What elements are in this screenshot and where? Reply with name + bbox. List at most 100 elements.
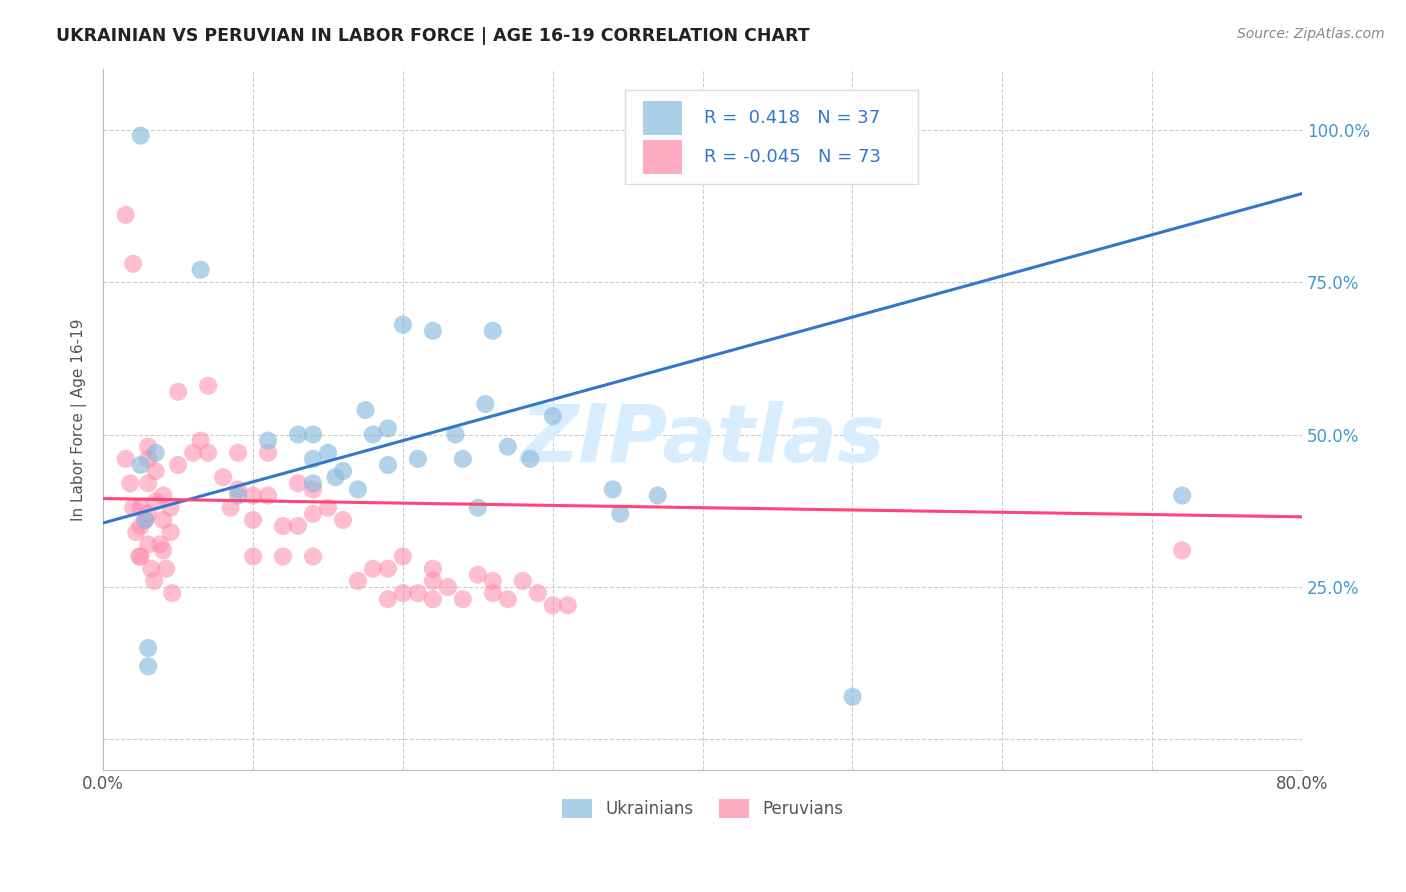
Point	[392, 549, 415, 564]
Point	[302, 427, 325, 442]
Point	[316, 446, 339, 460]
Point	[406, 586, 429, 600]
Point	[451, 451, 474, 466]
FancyBboxPatch shape	[643, 140, 682, 174]
Point	[122, 257, 145, 271]
Point	[120, 476, 142, 491]
Point	[392, 318, 415, 332]
Point	[325, 470, 347, 484]
Point	[271, 519, 294, 533]
Point	[377, 421, 399, 435]
Point	[181, 446, 204, 460]
Text: R = -0.045   N = 73: R = -0.045 N = 73	[704, 148, 880, 166]
Point	[242, 513, 264, 527]
Point	[226, 483, 249, 497]
Point	[302, 476, 325, 491]
Legend: Ukrainians, Peruvians: Ukrainians, Peruvians	[555, 792, 849, 825]
Point	[197, 378, 219, 392]
Point	[114, 451, 136, 466]
Point	[361, 562, 384, 576]
Point	[122, 500, 145, 515]
Point	[347, 574, 370, 588]
Point	[467, 500, 489, 515]
Point	[377, 458, 399, 472]
Point	[354, 403, 377, 417]
Point	[1171, 489, 1194, 503]
Point	[437, 580, 460, 594]
Point	[841, 690, 863, 704]
Text: Source: ZipAtlas.com: Source: ZipAtlas.com	[1237, 27, 1385, 41]
Text: ZIPatlas: ZIPatlas	[520, 401, 886, 479]
Point	[159, 525, 181, 540]
Point	[377, 562, 399, 576]
Point	[422, 562, 444, 576]
Point	[136, 507, 159, 521]
Point	[526, 586, 548, 600]
Point	[609, 507, 631, 521]
Point	[219, 500, 242, 515]
Point	[136, 440, 159, 454]
Point	[302, 451, 325, 466]
Point	[129, 458, 152, 472]
Point	[422, 574, 444, 588]
Point	[226, 489, 249, 503]
FancyBboxPatch shape	[643, 102, 682, 136]
Point	[167, 384, 190, 399]
Point	[242, 489, 264, 503]
Point	[155, 562, 177, 576]
Point	[136, 537, 159, 551]
Y-axis label: In Labor Force | Age 16-19: In Labor Force | Age 16-19	[72, 318, 87, 521]
Point	[134, 513, 156, 527]
Point	[167, 458, 190, 472]
Point	[422, 592, 444, 607]
Point	[257, 434, 280, 448]
Point	[190, 262, 212, 277]
Point	[145, 494, 167, 508]
Point	[145, 464, 167, 478]
Point	[406, 451, 429, 466]
Point	[136, 659, 159, 673]
Point	[557, 599, 579, 613]
Point	[152, 513, 174, 527]
Point	[149, 537, 172, 551]
Point	[347, 483, 370, 497]
Text: R =  0.418   N = 37: R = 0.418 N = 37	[704, 110, 880, 128]
Point	[287, 519, 309, 533]
Point	[128, 549, 150, 564]
Point	[129, 500, 152, 515]
Text: UKRAINIAN VS PERUVIAN IN LABOR FORCE | AGE 16-19 CORRELATION CHART: UKRAINIAN VS PERUVIAN IN LABOR FORCE | A…	[56, 27, 810, 45]
Point	[444, 427, 467, 442]
Point	[377, 592, 399, 607]
Point	[287, 476, 309, 491]
Point	[496, 440, 519, 454]
Point	[190, 434, 212, 448]
Point	[136, 476, 159, 491]
Point	[212, 470, 235, 484]
Point	[392, 586, 415, 600]
Point	[496, 592, 519, 607]
Point	[257, 446, 280, 460]
Point	[129, 549, 152, 564]
Point	[129, 128, 152, 143]
Point	[482, 574, 505, 588]
Point	[141, 562, 163, 576]
Point	[451, 592, 474, 607]
Point	[159, 500, 181, 515]
Point	[302, 507, 325, 521]
Point	[302, 483, 325, 497]
Point	[482, 324, 505, 338]
Point	[602, 483, 624, 497]
Point	[512, 574, 534, 588]
Point	[332, 513, 354, 527]
Point	[242, 549, 264, 564]
Point	[136, 451, 159, 466]
Point	[287, 427, 309, 442]
Point	[134, 513, 156, 527]
Point	[271, 549, 294, 564]
Point	[474, 397, 496, 411]
Point	[482, 586, 505, 600]
Point	[361, 427, 384, 442]
Point	[125, 525, 148, 540]
Point	[647, 489, 669, 503]
Point	[129, 519, 152, 533]
